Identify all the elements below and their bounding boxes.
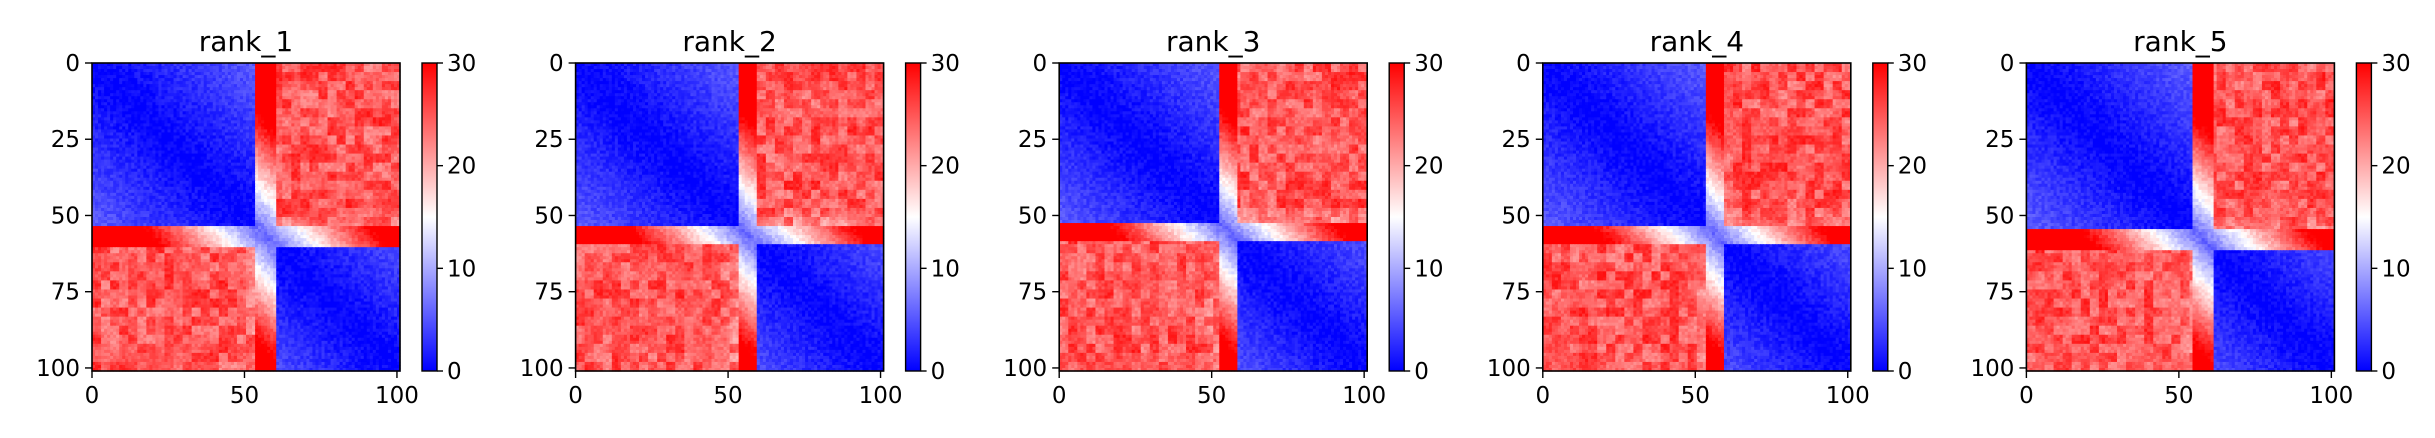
heatmap-cells [92,63,401,372]
